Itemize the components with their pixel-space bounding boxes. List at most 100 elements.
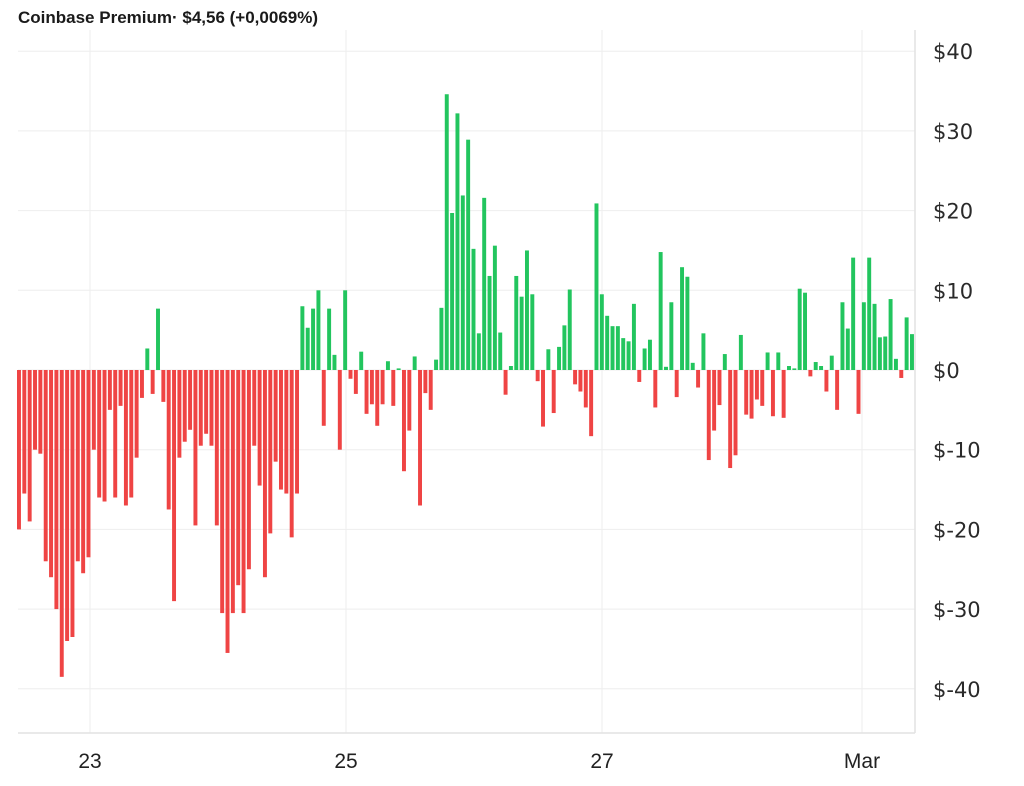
- x-tick-label: Mar: [844, 750, 880, 773]
- bar: [33, 370, 37, 450]
- y-tick-label: $20: [933, 200, 973, 224]
- bar: [647, 339, 652, 370]
- chart-title: Coinbase Premium· $4,56 (+0,0069%): [18, 8, 318, 27]
- bar: [904, 317, 909, 370]
- bar: [813, 362, 818, 370]
- bar: [375, 370, 380, 426]
- bar: [910, 334, 914, 370]
- bar: [610, 326, 615, 370]
- bar: [246, 370, 251, 570]
- x-axis-labels: 23 25 27 Mar: [78, 750, 880, 773]
- bar: [669, 302, 674, 370]
- y-tick-label: $40: [933, 40, 973, 64]
- bar: [321, 370, 326, 426]
- bar: [680, 267, 685, 370]
- bar: [605, 315, 610, 370]
- bar: [43, 370, 48, 562]
- bar: [49, 370, 54, 578]
- bar: [209, 370, 214, 446]
- bar: [776, 352, 781, 370]
- bar: [423, 370, 428, 394]
- bar: [220, 370, 225, 614]
- bar: [91, 370, 96, 450]
- bar: [487, 275, 492, 370]
- bar: [450, 212, 455, 370]
- bar: [348, 370, 353, 379]
- bar: [653, 370, 658, 408]
- bar: [81, 370, 86, 574]
- bar: [851, 257, 856, 370]
- bar: [412, 356, 417, 370]
- bar: [899, 370, 904, 378]
- bar: [765, 352, 770, 370]
- bar: [706, 370, 711, 461]
- bar: [204, 370, 209, 434]
- bar: [262, 370, 267, 578]
- bar: [177, 370, 182, 458]
- bar: [70, 370, 75, 637]
- bar: [434, 359, 439, 370]
- bar: [172, 370, 177, 602]
- bar: [295, 370, 300, 494]
- bar: [129, 370, 134, 498]
- bar: [300, 306, 305, 370]
- bar: [690, 362, 695, 370]
- bar: [738, 334, 743, 370]
- bar: [22, 370, 27, 494]
- bar: [54, 370, 59, 610]
- bar: [359, 351, 364, 370]
- bar-series: [17, 94, 914, 677]
- bar: [466, 139, 471, 370]
- bar: [658, 252, 663, 370]
- bar: [589, 370, 594, 437]
- bar: [893, 358, 898, 370]
- bar: [337, 370, 342, 450]
- bar: [113, 370, 118, 498]
- bar: [514, 275, 519, 370]
- bar: [530, 294, 535, 370]
- bar: [541, 370, 545, 427]
- bar: [107, 370, 112, 410]
- bar: [674, 370, 679, 398]
- bar: [546, 349, 551, 370]
- bar: [840, 302, 845, 370]
- bar: [861, 302, 866, 370]
- bar: [230, 370, 235, 614]
- bar: [621, 338, 626, 370]
- bar: [642, 348, 647, 370]
- bar: [198, 370, 203, 446]
- bar: [626, 341, 631, 370]
- bar: [289, 370, 294, 538]
- bar: [808, 370, 813, 377]
- bar: [364, 370, 369, 414]
- bar: [279, 370, 283, 490]
- bar: [883, 336, 888, 370]
- bar: [75, 370, 80, 562]
- bar: [744, 370, 749, 415]
- bar: [241, 370, 246, 614]
- bar: [503, 370, 508, 395]
- bar: [460, 195, 465, 370]
- bar: [316, 290, 321, 370]
- bar: [733, 370, 738, 456]
- y-tick-label: $-20: [933, 518, 981, 542]
- bar: [824, 370, 829, 392]
- bar: [615, 326, 620, 370]
- bar: [867, 257, 872, 370]
- bar: [145, 348, 150, 370]
- bar: [845, 328, 850, 370]
- bar: [482, 197, 487, 370]
- bar: [428, 370, 433, 410]
- bar: [407, 370, 412, 431]
- bar: [257, 370, 262, 486]
- bar: [139, 370, 144, 398]
- bar: [856, 370, 861, 414]
- y-tick-label: $30: [933, 120, 973, 144]
- y-tick-label: $-40: [933, 678, 981, 702]
- bar: [519, 296, 524, 370]
- bar: [594, 203, 599, 370]
- bar: [792, 368, 797, 370]
- bar: [835, 370, 840, 410]
- bar: [508, 366, 513, 370]
